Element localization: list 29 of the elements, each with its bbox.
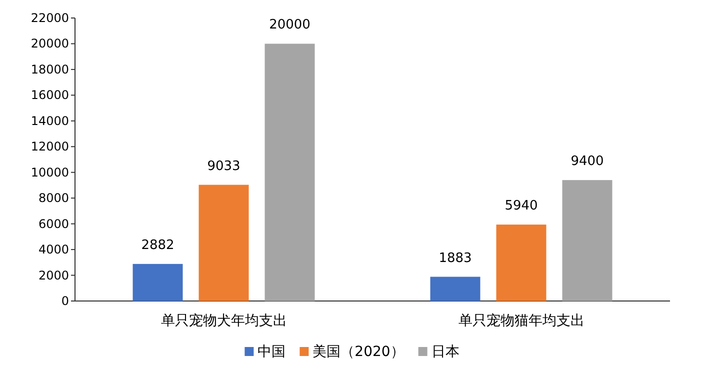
y-tick-label: 16000 — [30, 88, 69, 102]
x-tick-label: 单只宠物猫年均支出 — [458, 313, 584, 329]
bar — [562, 180, 612, 301]
data-label: 1883 — [438, 250, 472, 266]
y-tick-label: 14000 — [30, 114, 69, 128]
legend-label: 美国（2020） — [312, 344, 404, 360]
data-label: 9033 — [207, 158, 240, 174]
data-label: 20000 — [269, 18, 310, 33]
bar — [132, 264, 183, 301]
y-tick-label: 20000 — [30, 36, 69, 51]
data-label: 5940 — [504, 198, 538, 214]
y-tick-label: 6000 — [38, 216, 69, 231]
legend-label: 日本 — [431, 344, 460, 360]
bar — [198, 184, 249, 301]
bar — [430, 276, 480, 301]
y-tick-label: 8000 — [38, 191, 69, 206]
y-tick-label: 10000 — [30, 165, 69, 180]
data-label: 2882 — [141, 238, 174, 253]
x-tick-label: 单只宠物犬年均支出 — [160, 313, 287, 329]
y-tick-label: 0 — [61, 294, 69, 308]
y-tick-label: 4000 — [38, 242, 69, 257]
legend-label: 中国 — [258, 344, 286, 360]
y-tick-label: 22000 — [30, 11, 69, 25]
bar — [264, 44, 315, 301]
bar — [496, 224, 546, 301]
y-tick-label: 18000 — [30, 62, 69, 76]
y-tick-label: 2000 — [38, 268, 69, 282]
y-tick-label: 12000 — [30, 140, 69, 154]
data-label: 9400 — [570, 154, 604, 170]
